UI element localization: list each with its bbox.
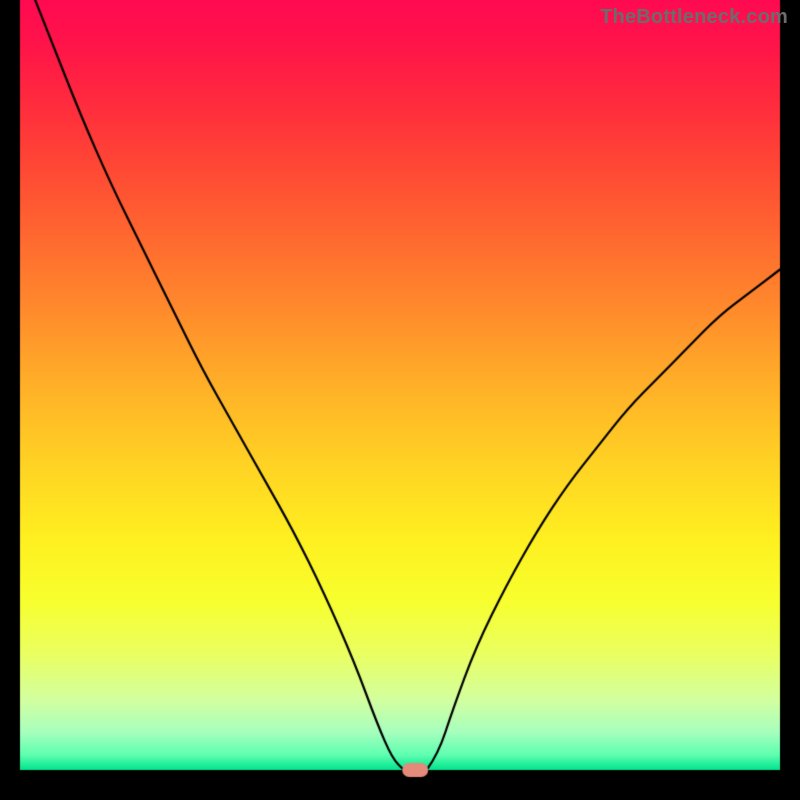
chart-container: TheBottleneck.com xyxy=(0,0,800,800)
bottleneck-chart-canvas xyxy=(0,0,800,800)
watermark-label: TheBottleneck.com xyxy=(600,6,788,29)
